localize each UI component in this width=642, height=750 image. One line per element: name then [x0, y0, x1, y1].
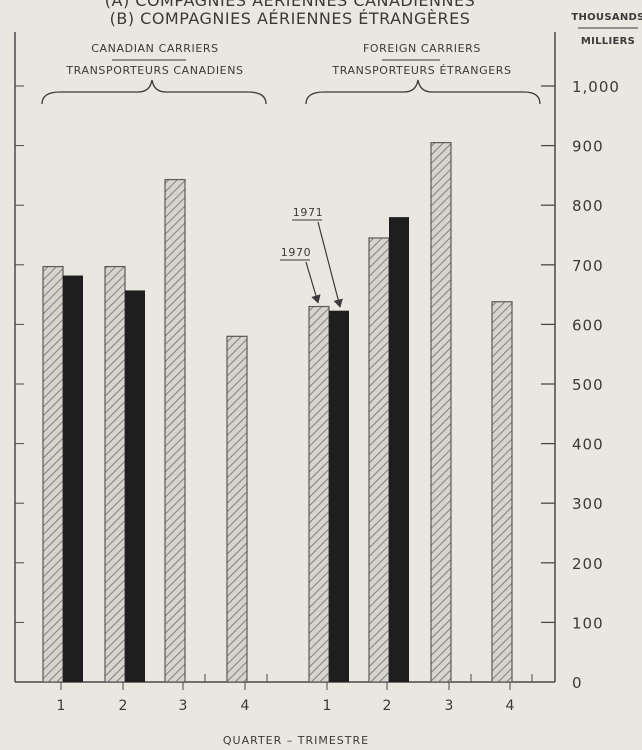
y-tick-label-zero: 0 — [572, 674, 583, 692]
left-tick-group — [15, 85, 24, 623]
annotation-arrow — [317, 221, 343, 308]
bar-1971 — [63, 275, 83, 682]
category-label: 3 — [445, 698, 454, 714]
category-label: 2 — [383, 698, 392, 714]
chart-title-line2: (B) COMPAGNIES AÉRIENNES ÉTRANGÈRES — [110, 9, 471, 28]
group-header-canadian-en: CANADIAN CARRIERS — [91, 42, 218, 55]
annotation-label-1970: 1970 — [281, 246, 311, 259]
group-brace-canadian — [41, 79, 267, 105]
y-tick-label: 200 — [572, 555, 604, 573]
bar-1970 — [164, 178, 186, 683]
bar-1970 — [104, 265, 126, 683]
bar-1970 — [368, 237, 390, 683]
unit-label-fr: MILLIERS — [581, 36, 635, 47]
category-label: 1 — [57, 698, 66, 714]
group-header-foreign-en: FOREIGN CARRIERS — [363, 42, 481, 55]
annotations: 1971 1970 — [280, 206, 343, 308]
bar-1970 — [430, 142, 452, 683]
group-header-foreign-fr: TRANSPORTEURS ÉTRANGERS — [331, 64, 511, 77]
category-labels: 1 2 3 4 1 2 3 4 — [57, 682, 515, 714]
x-axis-label: QUARTER – TRIMESTRE — [223, 734, 369, 747]
chart-title-line1: (A) COMPAGNIES AÉRIENNES CANADIENNES — [105, 0, 475, 10]
y-tick-label: 500 — [572, 376, 604, 394]
y-tick-label: 1,000 — [572, 78, 620, 96]
bar-1971 — [329, 310, 349, 682]
y-tick-label: 300 — [572, 495, 604, 513]
group-header-canadian-fr: TRANSPORTEURS CANADIENS — [65, 64, 243, 77]
category-label: 4 — [241, 698, 250, 714]
y-tick-label: 400 — [572, 436, 604, 454]
bar-1970 — [42, 265, 64, 683]
bar-1971 — [125, 290, 145, 682]
bar-1970 — [491, 301, 513, 683]
category-label: 3 — [179, 698, 188, 714]
bars — [42, 142, 533, 683]
category-label: 1 — [323, 698, 332, 714]
group-brace-foreign — [305, 79, 541, 105]
y-tick-label: 100 — [572, 614, 604, 632]
bar-1970 — [226, 335, 248, 683]
y-tick-label: 600 — [572, 316, 604, 334]
y-tick-label: 700 — [572, 257, 604, 275]
annotation-label-1971: 1971 — [293, 206, 323, 219]
unit-label-en: THOUSANDS — [571, 12, 642, 23]
bar-1970 — [308, 305, 330, 683]
annotation-arrow — [305, 261, 321, 304]
y-axis-ticks: 100 200 300 400 500 600 700 800 900 1,000 — [541, 78, 620, 632]
y-tick-label: 900 — [572, 138, 604, 156]
bar-1971 — [389, 217, 409, 682]
category-label: 2 — [119, 698, 128, 714]
category-label: 4 — [506, 698, 515, 714]
y-tick-label: 800 — [572, 197, 604, 215]
